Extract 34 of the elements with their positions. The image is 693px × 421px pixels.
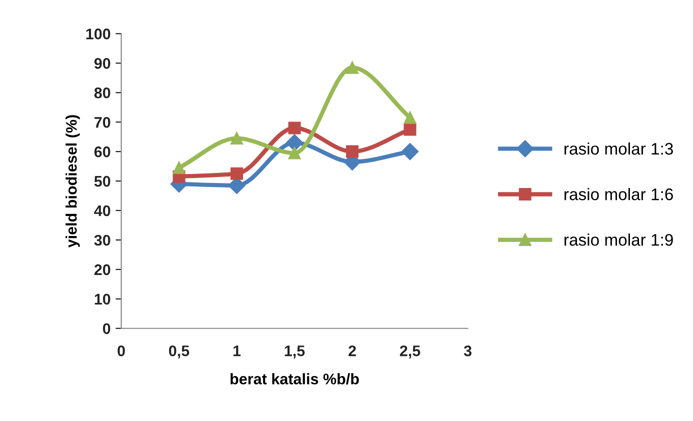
y-tick-label: 20 (94, 264, 110, 276)
y-tick-label: 30 (94, 234, 110, 246)
y-axis-title: yield biodiesel (%) (66, 115, 80, 248)
point (172, 162, 186, 174)
point (404, 111, 416, 124)
x-tick-label: 1 (233, 346, 241, 356)
x-tick-label: 0 (118, 345, 125, 356)
y-tick-label: 70 (94, 116, 110, 128)
y-tick-label: 40 (94, 205, 110, 216)
y-tick-label: 80 (94, 87, 110, 98)
y-tick-label: 60 (94, 146, 110, 158)
legend-label: rasio molar 1:9 (564, 234, 673, 246)
x-tick-label: 1,5 (284, 346, 305, 358)
point (346, 145, 359, 158)
y-tick-label: 50 (94, 176, 110, 187)
x-tick-label: 0,5 (169, 345, 190, 358)
point (288, 122, 301, 134)
point (286, 134, 304, 152)
point (230, 167, 244, 180)
x-tick-label: 3 (464, 345, 472, 356)
x-tick-label: 2,5 (400, 345, 420, 358)
y-tick-label: 90 (94, 58, 110, 69)
y-tick-label: 100 (86, 28, 110, 40)
point (404, 123, 416, 136)
point (230, 132, 244, 145)
legend-label: rasio molar 1:6 (564, 188, 673, 200)
y-tick-label: 10 (94, 294, 110, 305)
y-tick-label: 0 (102, 323, 110, 334)
legend-label: rasio molar 1:3 (564, 142, 673, 155)
x-axis-title: berat katalis %b/b (230, 373, 359, 385)
x-tick-label: 2 (348, 345, 356, 356)
point (346, 61, 359, 74)
point (401, 143, 419, 160)
point (288, 146, 301, 160)
